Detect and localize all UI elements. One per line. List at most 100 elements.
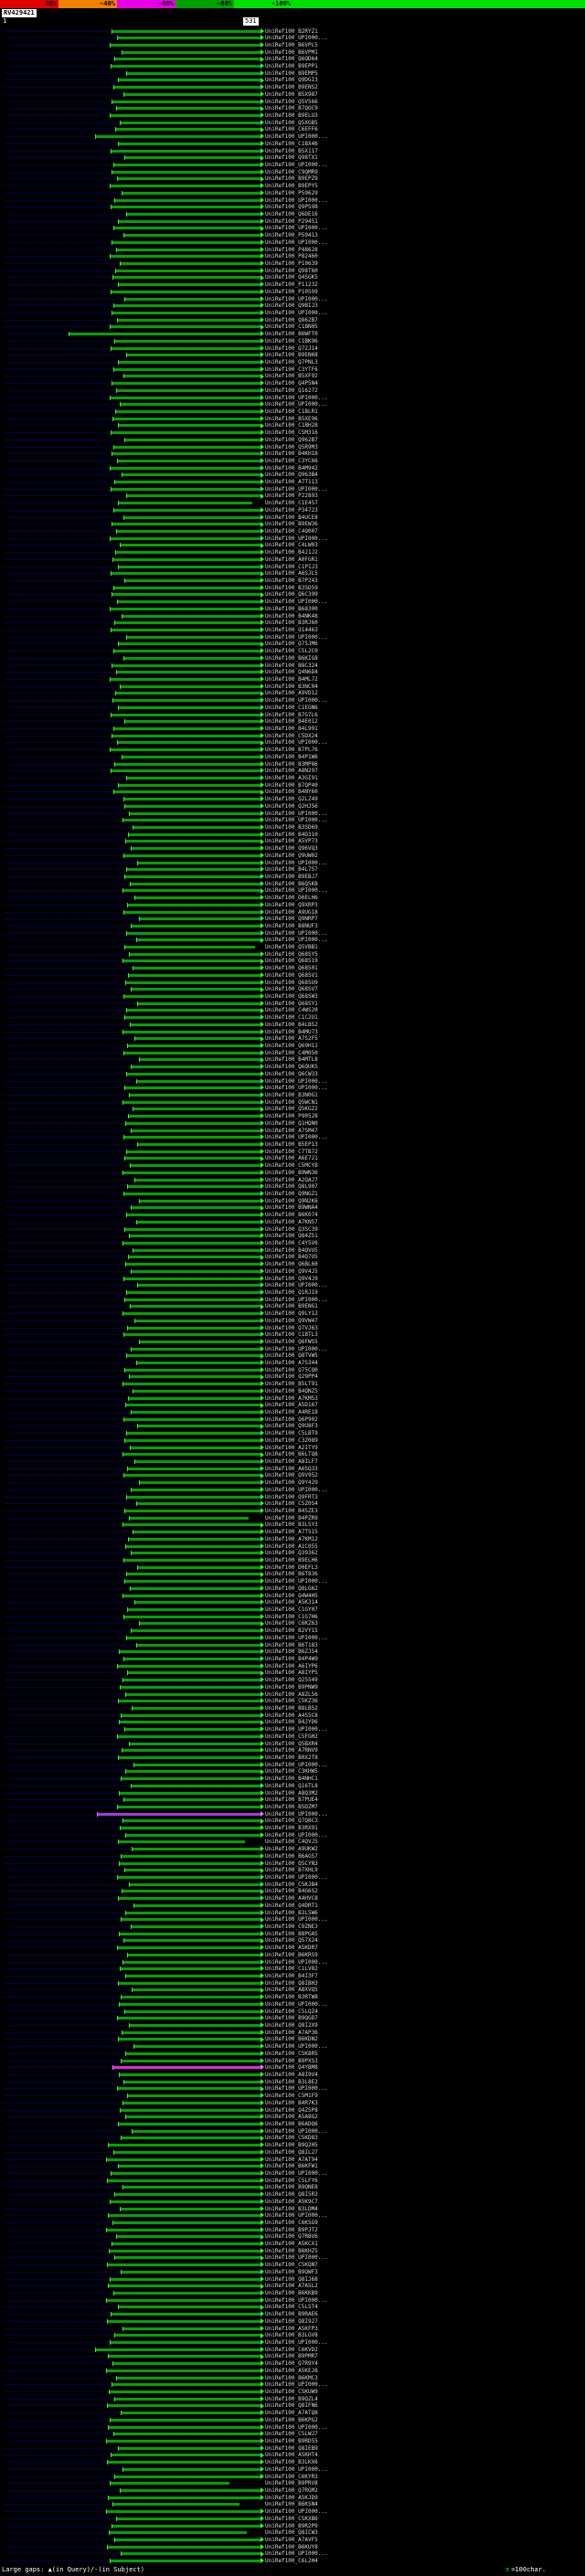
- hit-row[interactable]: UniRef100_B3L5W6: [0, 1909, 585, 1916]
- hit-row[interactable]: UniRef100_O14463: [0, 627, 585, 634]
- hit-label[interactable]: UniRef100_A9UKW2: [265, 1846, 318, 1853]
- hit-label[interactable]: UniRef100_B4MU73: [265, 1028, 318, 1035]
- alignment-bar[interactable]: [122, 1594, 261, 1597]
- alignment-bar[interactable]: [112, 2221, 261, 2224]
- alignment-bar[interactable]: [112, 790, 261, 794]
- alignment-bar[interactable]: [112, 586, 261, 589]
- hit-row[interactable]: UniRef100_Q7PNL3: [0, 358, 585, 366]
- hit-row[interactable]: UniRef100_Q5VBB1: [0, 944, 585, 951]
- hit-row[interactable]: UniRef100_A8IYP5: [0, 1670, 585, 1677]
- hit-label[interactable]: UniRef100_B68300: [265, 605, 318, 612]
- alignment-bar[interactable]: [111, 572, 261, 576]
- hit-row[interactable]: UniRef100_A5KEJ8: [0, 2367, 585, 2374]
- alignment-bar[interactable]: [123, 1615, 261, 1618]
- hit-label[interactable]: UniRef100_UPI000...: [265, 2169, 328, 2177]
- hit-label[interactable]: UniRef100_Q98T60: [265, 267, 318, 274]
- hit-label[interactable]: UniRef100_C1GY07: [265, 1606, 318, 1613]
- alignment-bar[interactable]: [111, 100, 261, 103]
- alignment-bar[interactable]: [107, 2319, 261, 2323]
- hit-row[interactable]: UniRef100_Q963B4: [0, 472, 585, 479]
- hit-row[interactable]: UniRef100_A4S5C8: [0, 1712, 585, 1719]
- alignment-bar[interactable]: [126, 776, 261, 779]
- hit-label[interactable]: UniRef100_Q8IL27: [265, 2148, 318, 2156]
- alignment-bar[interactable]: [126, 494, 261, 498]
- alignment-bar[interactable]: [110, 325, 261, 329]
- hit-row[interactable]: UniRef100_UPI000...: [0, 1345, 585, 1352]
- alignment-bar[interactable]: [136, 1565, 261, 1569]
- hit-label[interactable]: UniRef100_C1BK96: [265, 337, 318, 345]
- hit-label[interactable]: UniRef100_Q8ICW3: [265, 2529, 318, 2537]
- hit-row[interactable]: UniRef100_B6LTQ8: [0, 1451, 585, 1458]
- alignment-bar[interactable]: [111, 382, 261, 386]
- alignment-bar[interactable]: [122, 1383, 261, 1386]
- hit-label[interactable]: UniRef100_Q5R9M3: [265, 443, 318, 451]
- alignment-bar[interactable]: [120, 2412, 261, 2415]
- hit-row[interactable]: UniRef100_A8XVQ5: [0, 1987, 585, 1994]
- alignment-bar[interactable]: [127, 1671, 261, 1675]
- hit-row[interactable]: UniRef100_B7PL76: [0, 747, 585, 754]
- hit-row[interactable]: UniRef100_A5KCX1: [0, 2241, 585, 2248]
- hit-label[interactable]: UniRef100_B4NK48: [265, 612, 318, 620]
- hit-label[interactable]: UniRef100_Q6BL60: [265, 1261, 318, 1268]
- hit-row[interactable]: UniRef100_A5KJD9: [0, 2494, 585, 2501]
- hit-row[interactable]: UniRef100_UPI000...: [0, 2423, 585, 2431]
- hit-label[interactable]: UniRef100_A7AP36: [265, 2029, 318, 2036]
- hit-row[interactable]: UniRef100_Q6CW33: [0, 1070, 585, 1077]
- hit-label[interactable]: UniRef100_UPI000...: [265, 2423, 328, 2431]
- alignment-bar[interactable]: [136, 1220, 261, 1224]
- alignment-bar[interactable]: [133, 1531, 261, 1534]
- hit-row[interactable]: UniRef100_B9QWF3: [0, 2268, 585, 2275]
- alignment-bar[interactable]: [120, 403, 261, 407]
- hit-label[interactable]: UniRef100_Q68519: [265, 958, 318, 965]
- alignment-bar[interactable]: [133, 1763, 261, 1766]
- hit-label[interactable]: UniRef100_B3RX91: [265, 1825, 318, 1832]
- hit-row[interactable]: UniRef100_B4SZE3: [0, 1508, 585, 1515]
- alignment-bar[interactable]: [121, 50, 261, 54]
- hit-row[interactable]: UniRef100_Q8I5R3: [0, 2191, 585, 2199]
- alignment-bar[interactable]: [105, 2440, 261, 2443]
- hit-label[interactable]: UniRef100_C5LBT9: [265, 1430, 318, 1437]
- hit-row[interactable]: UniRef100_UPI000...: [0, 1874, 585, 1882]
- hit-label[interactable]: UniRef100_Q9NRP7: [265, 916, 318, 923]
- alignment-bar[interactable]: [119, 1932, 261, 1935]
- alignment-bar[interactable]: [111, 149, 261, 153]
- hit-label[interactable]: UniRef100_B5X117: [265, 147, 318, 154]
- alignment-bar[interactable]: [112, 2503, 239, 2507]
- hit-label[interactable]: UniRef100_UPI000...: [265, 1578, 328, 1585]
- hit-row[interactable]: UniRef100_Q962B7: [0, 436, 585, 443]
- hit-label[interactable]: UniRef100_Q2LZ49: [265, 796, 318, 803]
- hit-label[interactable]: UniRef100_A8ILF7: [265, 1458, 318, 1466]
- hit-label[interactable]: UniRef100_B4UCE8: [265, 514, 318, 521]
- hit-label[interactable]: UniRef100_B4J1J2: [265, 549, 318, 557]
- hit-row[interactable]: UniRef100_B4D310: [0, 831, 585, 838]
- alignment-bar[interactable]: [123, 1051, 261, 1055]
- hit-row[interactable]: UniRef100_UPI000...: [0, 1831, 585, 1839]
- hit-row[interactable]: UniRef100_B3NC04: [0, 683, 585, 690]
- alignment-bar[interactable]: [130, 1065, 261, 1069]
- hit-row[interactable]: UniRef100_D0ELH6: [0, 895, 585, 902]
- alignment-bar[interactable]: [131, 1848, 261, 1851]
- alignment-bar[interactable]: [120, 2270, 261, 2274]
- hit-label[interactable]: UniRef100_B4L757: [265, 866, 318, 874]
- alignment-bar[interactable]: [120, 1827, 261, 1830]
- alignment-bar[interactable]: [118, 79, 261, 82]
- hit-label[interactable]: UniRef100_Q4N6D4: [265, 669, 318, 676]
- alignment-bar[interactable]: [105, 2510, 261, 2514]
- alignment-bar[interactable]: [124, 720, 261, 724]
- hit-label[interactable]: UniRef100_B9RDS5: [265, 2438, 318, 2444]
- alignment-bar[interactable]: [134, 1037, 261, 1041]
- hit-row[interactable]: UniRef100_A5KDR7: [0, 1945, 585, 1952]
- hit-label[interactable]: UniRef100_Q862B7: [265, 316, 318, 323]
- hit-row[interactable]: UniRef100_Q9FRT3: [0, 1493, 585, 1500]
- alignment-bar[interactable]: [117, 1734, 261, 1738]
- alignment-bar[interactable]: [128, 1256, 261, 1259]
- hit-row[interactable]: UniRef100_UPI000...: [0, 817, 585, 824]
- alignment-bar[interactable]: [130, 988, 261, 991]
- alignment-bar[interactable]: [120, 1854, 261, 1858]
- hit-row[interactable]: UniRef100_B7PUE4: [0, 1797, 585, 1804]
- hit-row[interactable]: UniRef100_B9EMP5: [0, 69, 585, 77]
- hit-row[interactable]: UniRef100_Q5R9M3: [0, 443, 585, 451]
- hit-row[interactable]: UniRef100_UPI000...: [0, 196, 585, 204]
- hit-label[interactable]: UniRef100_C5LWJ7: [265, 2431, 318, 2438]
- hit-row[interactable]: UniRef100_A4RE18: [0, 1409, 585, 1416]
